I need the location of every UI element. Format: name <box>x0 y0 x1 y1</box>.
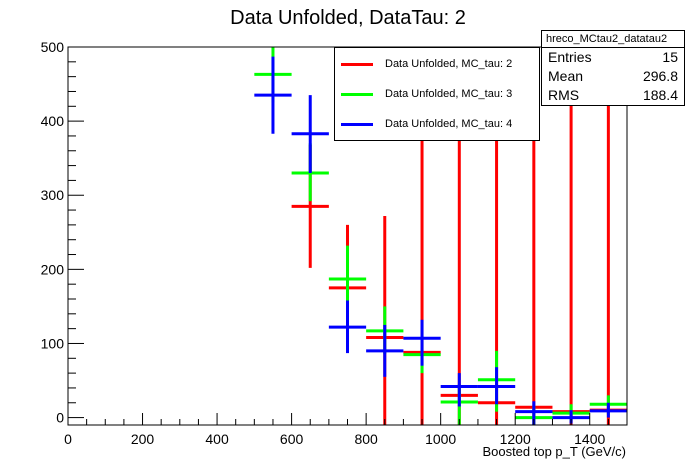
stats-title: hreco_MCtau2_datatau2 <box>542 31 684 48</box>
stats-box: hreco_MCtau2_datatau2 Entries 15 Mean 29… <box>541 30 685 106</box>
stats-label: RMS <box>548 87 580 103</box>
chart-title: Data Unfolded, DataTau: 2 <box>230 7 466 29</box>
x-tick-label: 400 <box>205 431 229 447</box>
y-tick-label: 100 <box>41 335 65 351</box>
stats-row-rms: RMS 188.4 <box>542 86 684 105</box>
x-tick-label: 1200 <box>500 431 531 447</box>
legend-label: Data Unfolded, MC_tau: 4 <box>385 118 513 130</box>
stats-value: 296.8 <box>642 68 678 84</box>
stats-label: Entries <box>548 49 592 65</box>
legend-swatch-green <box>341 92 373 96</box>
x-axis-label: Boosted top p_T (GeV/c) <box>482 444 626 459</box>
y-tick-label: 0 <box>56 410 64 426</box>
legend: Data Unfolded, MC_tau: 2 Data Unfolded, … <box>334 47 540 141</box>
stats-value: 15 <box>662 49 678 65</box>
y-tick-label: 400 <box>41 113 65 129</box>
x-tick-label: 200 <box>131 431 155 447</box>
y-tick-label: 300 <box>41 187 65 203</box>
x-tick-label: 1400 <box>574 431 605 447</box>
x-tick-label: 0 <box>64 431 72 447</box>
legend-item-mc-tau-4: Data Unfolded, MC_tau: 4 <box>341 114 512 134</box>
y-tick-label: 200 <box>41 261 65 277</box>
legend-swatch-red <box>341 62 373 66</box>
legend-item-mc-tau-2: Data Unfolded, MC_tau: 2 <box>341 54 512 74</box>
legend-label: Data Unfolded, MC_tau: 2 <box>385 58 513 70</box>
stats-row-mean: Mean 296.8 <box>542 67 684 86</box>
legend-label: Data Unfolded, MC_tau: 3 <box>385 88 513 100</box>
legend-swatch-blue <box>341 122 373 126</box>
x-tick-label: 600 <box>280 431 304 447</box>
y-tick-label: 500 <box>41 39 65 55</box>
series-3 <box>254 56 627 425</box>
stats-row-entries: Entries 15 <box>542 48 684 67</box>
stats-value: 188.4 <box>642 87 678 103</box>
legend-item-mc-tau-3: Data Unfolded, MC_tau: 3 <box>341 84 512 104</box>
x-tick-label: 1000 <box>425 431 456 447</box>
axes: 0 200 400 600 800 1000 1200 1400 0 100 200 300 400 50… <box>41 39 628 447</box>
x-tick-label: 800 <box>354 431 378 447</box>
stats-label: Mean <box>548 68 584 84</box>
